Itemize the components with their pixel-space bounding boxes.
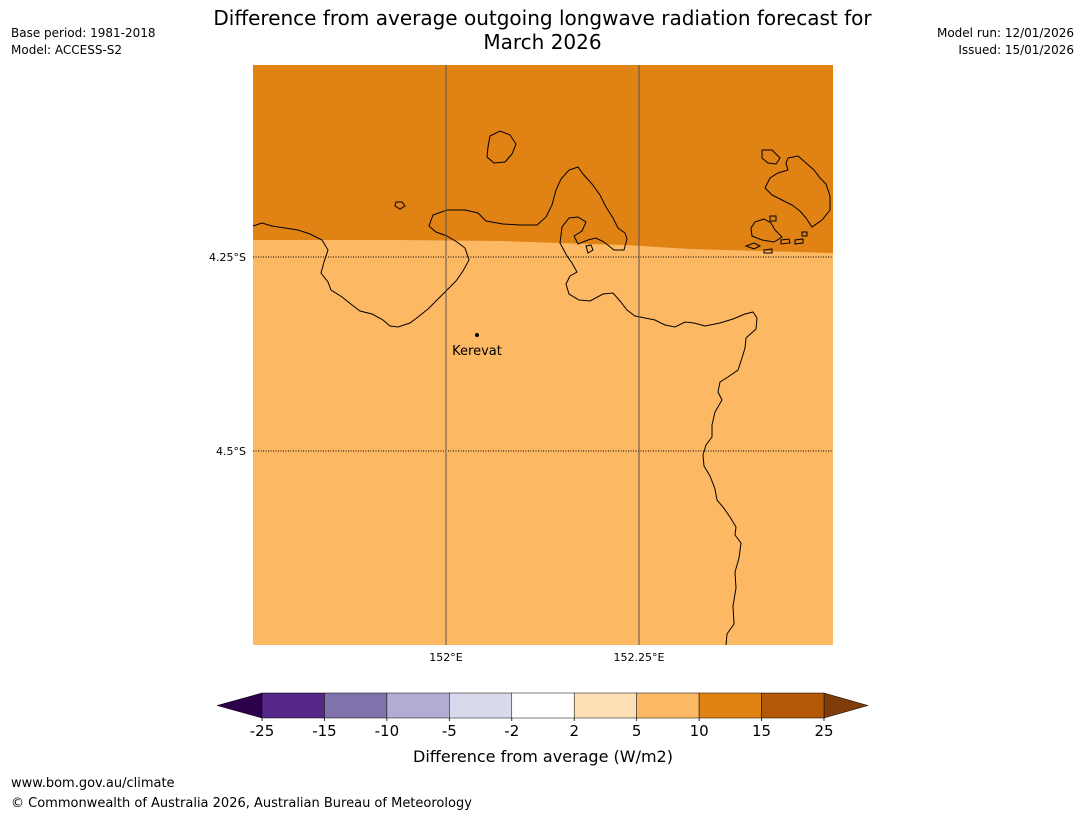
colorbar-tick-label: -5 [442, 722, 457, 740]
colorbar-under-arrow [216, 692, 263, 719]
footer: www.bom.gov.au/climate © Commonwealth of… [11, 774, 472, 814]
colorbar-swatch [386, 692, 450, 719]
colorbar-swatch [261, 692, 325, 719]
colorbar-swatch [324, 692, 388, 719]
colorbar-tick-label: 2 [569, 722, 579, 740]
colorbar-tick-label: -2 [504, 722, 519, 740]
colorbar-swatch [511, 692, 575, 719]
title-line-1: Difference from average outgoing longwav… [213, 6, 872, 30]
colorbar-tick-label: -25 [250, 722, 275, 740]
title-line-2: March 2026 [483, 30, 602, 54]
issued-text: Issued: 15/01/2026 [958, 43, 1074, 57]
lat-label-4.25: 4.25°S [209, 251, 246, 264]
map-area: Kerevat [253, 65, 833, 645]
colorbar: -25 -15 -10 -5 -2 2 5 10 15 25 [216, 692, 869, 740]
map-title: Difference from average outgoing longwav… [160, 6, 925, 54]
colorbar-swatch [698, 692, 762, 719]
coastline-islands-east [744, 149, 831, 254]
colorbar-swatch [761, 692, 825, 719]
coastline-island-north [486, 130, 517, 164]
coastline-islet-west [394, 201, 406, 210]
meta-left: Base period: 1981-2018 Model: ACCESS-S2 [11, 25, 156, 59]
colorbar-swatch [449, 692, 513, 719]
colorbar-tick-label: 5 [632, 722, 642, 740]
model-run-text: Model run: 12/01/2026 [936, 26, 1074, 40]
colorbar-tick-label: 10 [690, 722, 709, 740]
footer-site: www.bom.gov.au/climate [11, 776, 175, 791]
colorbar-swatch [573, 692, 637, 719]
footer-copyright: © Commonwealth of Australia 2026, Austra… [11, 796, 472, 811]
colorbar-over-arrow [823, 692, 869, 719]
base-period-text: Base period: 1981-2018 [11, 26, 156, 40]
colorbar-tick-label: 15 [752, 722, 771, 740]
colorbar-tick-label: -10 [375, 722, 400, 740]
model-text: Model: ACCESS-S2 [11, 43, 123, 57]
region-upper-fill [253, 65, 833, 253]
place-label-kerevat: Kerevat [452, 344, 502, 359]
coastline-mainland [253, 166, 758, 645]
colorbar-label: Difference from average (W/m2) [413, 747, 673, 766]
lon-label-152: 152°E [429, 651, 462, 664]
coastline-islet-small-1 [585, 244, 594, 254]
lat-label-4.5: 4.5°S [216, 445, 246, 458]
colorbar-tick-label: 25 [814, 722, 833, 740]
colorbar-swatch [636, 692, 700, 719]
graticule [253, 65, 833, 645]
colorbar-tick-label: -15 [312, 722, 337, 740]
place-marker-dot [475, 333, 479, 337]
meta-right: Model run: 12/01/2026 Issued: 15/01/2026 [937, 25, 1074, 59]
coastline [253, 130, 831, 645]
lon-label-152.25: 152.25°E [614, 651, 665, 664]
